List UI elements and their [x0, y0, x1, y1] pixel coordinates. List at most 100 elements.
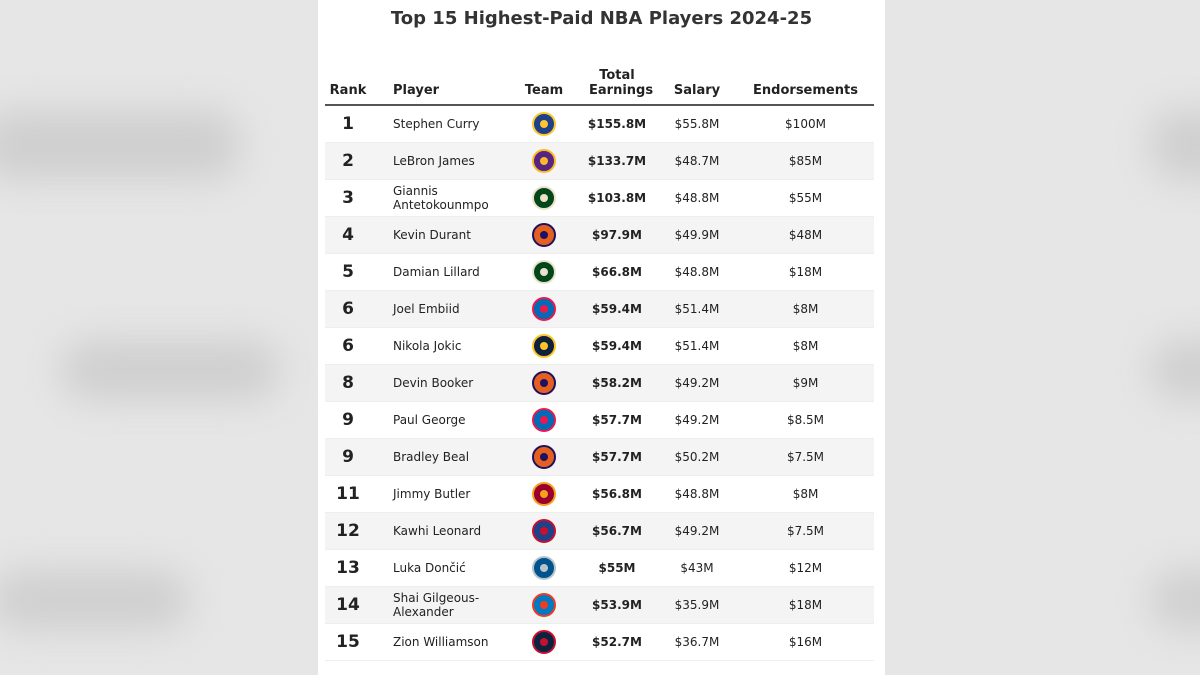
total-earnings: $56.8M — [592, 487, 642, 501]
table-row: 8 Devin Booker $58.2M $49.2M $9M — [325, 365, 874, 402]
team-logo — [532, 371, 556, 395]
endorsements: $18M — [788, 265, 823, 279]
table-row: 6 Nikola Jokic $59.4M $51.4M $8M — [325, 328, 874, 365]
table-row: 4 Kevin Durant $97.9M $49.9M $48M — [325, 217, 874, 254]
total-earnings: $56.7M — [592, 524, 642, 538]
team-logo-cell — [511, 222, 577, 248]
team-logo — [532, 519, 556, 543]
rank: 9 — [342, 447, 354, 467]
rank: 8 — [342, 373, 354, 393]
article-panel: Top 15 Highest-Paid NBA Players 2024-25 … — [318, 0, 885, 675]
table-row: 9 Paul George $57.7M $49.2M $8.5M — [325, 402, 874, 439]
logo-shape — [540, 120, 548, 128]
salary: $35.9M — [674, 598, 720, 612]
team-logo — [532, 149, 556, 173]
total-earnings: $53.9M — [592, 598, 642, 612]
team-logo — [532, 186, 556, 210]
blurred-background — [0, 110, 240, 180]
endorsements: $18M — [788, 598, 823, 612]
logo-shape — [540, 379, 548, 387]
salary: $48.7M — [674, 154, 720, 168]
rank: 3 — [342, 188, 354, 208]
logo-shape — [540, 268, 548, 276]
header-cell: Team — [524, 83, 564, 98]
table-row: 1 Stephen Curry $155.8M $55.8M $100M — [325, 106, 874, 143]
logo-shape — [540, 638, 548, 646]
player-name: Nikola Jokic — [393, 339, 462, 353]
team-logo — [532, 297, 556, 321]
blurred-background — [1150, 110, 1200, 180]
team-logo-cell — [511, 518, 577, 544]
endorsements: $100M — [785, 117, 826, 131]
rank: 11 — [336, 484, 360, 504]
rank: 12 — [336, 521, 360, 541]
rank: 1 — [342, 114, 354, 134]
header-cell: Salary — [673, 83, 721, 98]
table-title: Top 15 Highest-Paid NBA Players 2024-25 — [390, 8, 813, 29]
team-logo-cell — [511, 111, 577, 137]
total-earnings: $57.7M — [592, 450, 642, 464]
logo-shape — [540, 490, 548, 498]
team-logo — [532, 223, 556, 247]
salary: $48.8M — [674, 487, 720, 501]
team-logo — [532, 593, 556, 617]
table-row: 2 LeBron James $133.7M $48.7M $85M — [325, 143, 874, 180]
endorsements: $55M — [788, 191, 823, 205]
team-logo-cell — [511, 185, 577, 211]
player-name: Paul George — [393, 413, 466, 427]
team-logo-cell — [511, 370, 577, 396]
table-row: 6 Joel Embiid $59.4M $51.4M $8M — [325, 291, 874, 328]
team-logo — [532, 630, 556, 654]
blurred-background — [1150, 340, 1200, 400]
salary: $50.2M — [674, 450, 720, 464]
rank: 15 — [336, 632, 360, 652]
rank: 13 — [336, 558, 360, 578]
player-name: Shai Gilgeous-Alexander — [393, 591, 480, 619]
blurred-background — [1150, 570, 1200, 630]
logo-shape — [540, 305, 548, 313]
salary: $51.4M — [674, 302, 720, 316]
rank: 14 — [336, 595, 360, 615]
endorsements: $85M — [788, 154, 823, 168]
salary: $43M — [680, 561, 714, 575]
team-logo — [532, 445, 556, 469]
player-name: LeBron James — [393, 154, 475, 168]
endorsements: $8.5M — [786, 413, 825, 427]
table: Rank Player Team Total Earnings Salary Endors… — [325, 68, 874, 661]
team-logo-cell — [511, 333, 577, 359]
total-earnings: $57.7M — [592, 413, 642, 427]
rank: 2 — [342, 151, 354, 171]
player-name: Jimmy Butler — [393, 487, 471, 501]
table-header: Rank Player Team Total Earnings Salary Endors… — [325, 68, 874, 106]
player-name: Joel Embiid — [393, 302, 460, 316]
table-row: 14 Shai Gilgeous-Alexander $53.9M $35.9M $18… — [325, 587, 874, 624]
team-logo-cell — [511, 592, 577, 618]
table-row: 11 Jimmy Butler $56.8M $48.8M $8M — [325, 476, 874, 513]
endorsements: $8M — [792, 339, 819, 353]
table-row: 5 Damian Lillard $66.8M $48.8M $18M — [325, 254, 874, 291]
salary: $36.7M — [674, 635, 720, 649]
endorsements: $48M — [788, 228, 823, 242]
blurred-background — [0, 570, 190, 630]
total-earnings: $59.4M — [592, 339, 642, 353]
total-earnings: $97.9M — [592, 228, 642, 242]
team-logo-cell — [511, 259, 577, 285]
team-logo — [532, 334, 556, 358]
endorsements: $12M — [788, 561, 823, 575]
rank: 6 — [342, 299, 354, 319]
player-name: Devin Booker — [393, 376, 474, 390]
salary: $48.8M — [674, 191, 720, 205]
table-row: 3 Giannis Antetokounmpo $103.8M $48.8M $55M — [325, 180, 874, 217]
player-name: Giannis Antetokounmpo — [393, 184, 489, 212]
salary: $51.4M — [674, 339, 720, 353]
rank: 9 — [342, 410, 354, 430]
logo-shape — [540, 157, 548, 165]
team-logo — [532, 556, 556, 580]
header-cell: Rank — [329, 83, 367, 98]
team-logo-cell — [511, 481, 577, 507]
header-cell: Endorsements — [753, 83, 858, 98]
logo-shape — [540, 416, 548, 424]
player-name: Kawhi Leonard — [393, 524, 482, 538]
total-earnings: $52.7M — [592, 635, 642, 649]
